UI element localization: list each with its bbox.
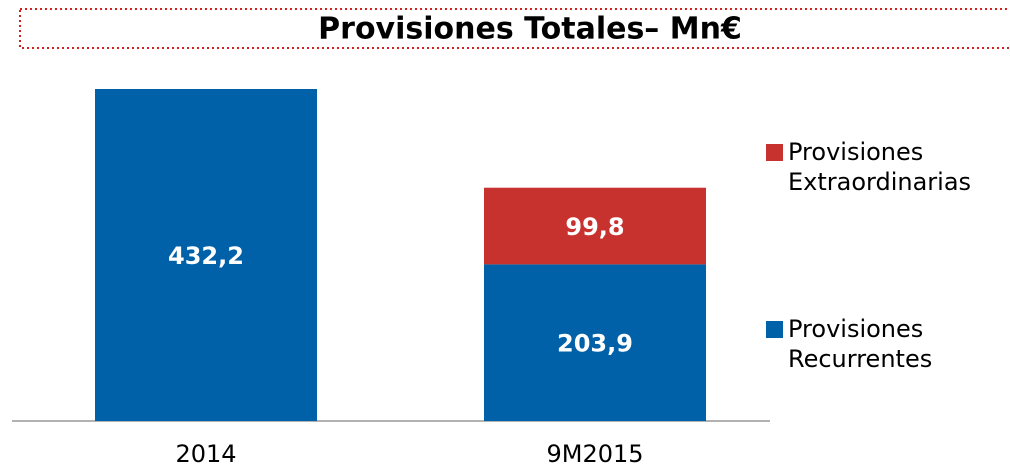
data-label: 99,8 — [565, 213, 624, 241]
x-tick-label: 9M2015 — [546, 440, 643, 468]
title-box — [19, 8, 1010, 49]
chart-title: Provisiones Totales– Mn€ — [318, 12, 742, 47]
data-label: 203,9 — [557, 330, 633, 358]
legend-swatch — [766, 144, 783, 161]
x-tick-label: 2014 — [175, 440, 236, 468]
data-label: 432,2 — [168, 242, 244, 270]
bar-segment — [484, 187, 706, 265]
legend-label: Provisiones Extraordinarias — [788, 138, 972, 196]
legend-label: Provisiones Recurrentes — [788, 315, 933, 373]
legend-swatch — [766, 321, 783, 338]
bar-segment — [95, 89, 317, 421]
bar-segment — [484, 264, 706, 421]
